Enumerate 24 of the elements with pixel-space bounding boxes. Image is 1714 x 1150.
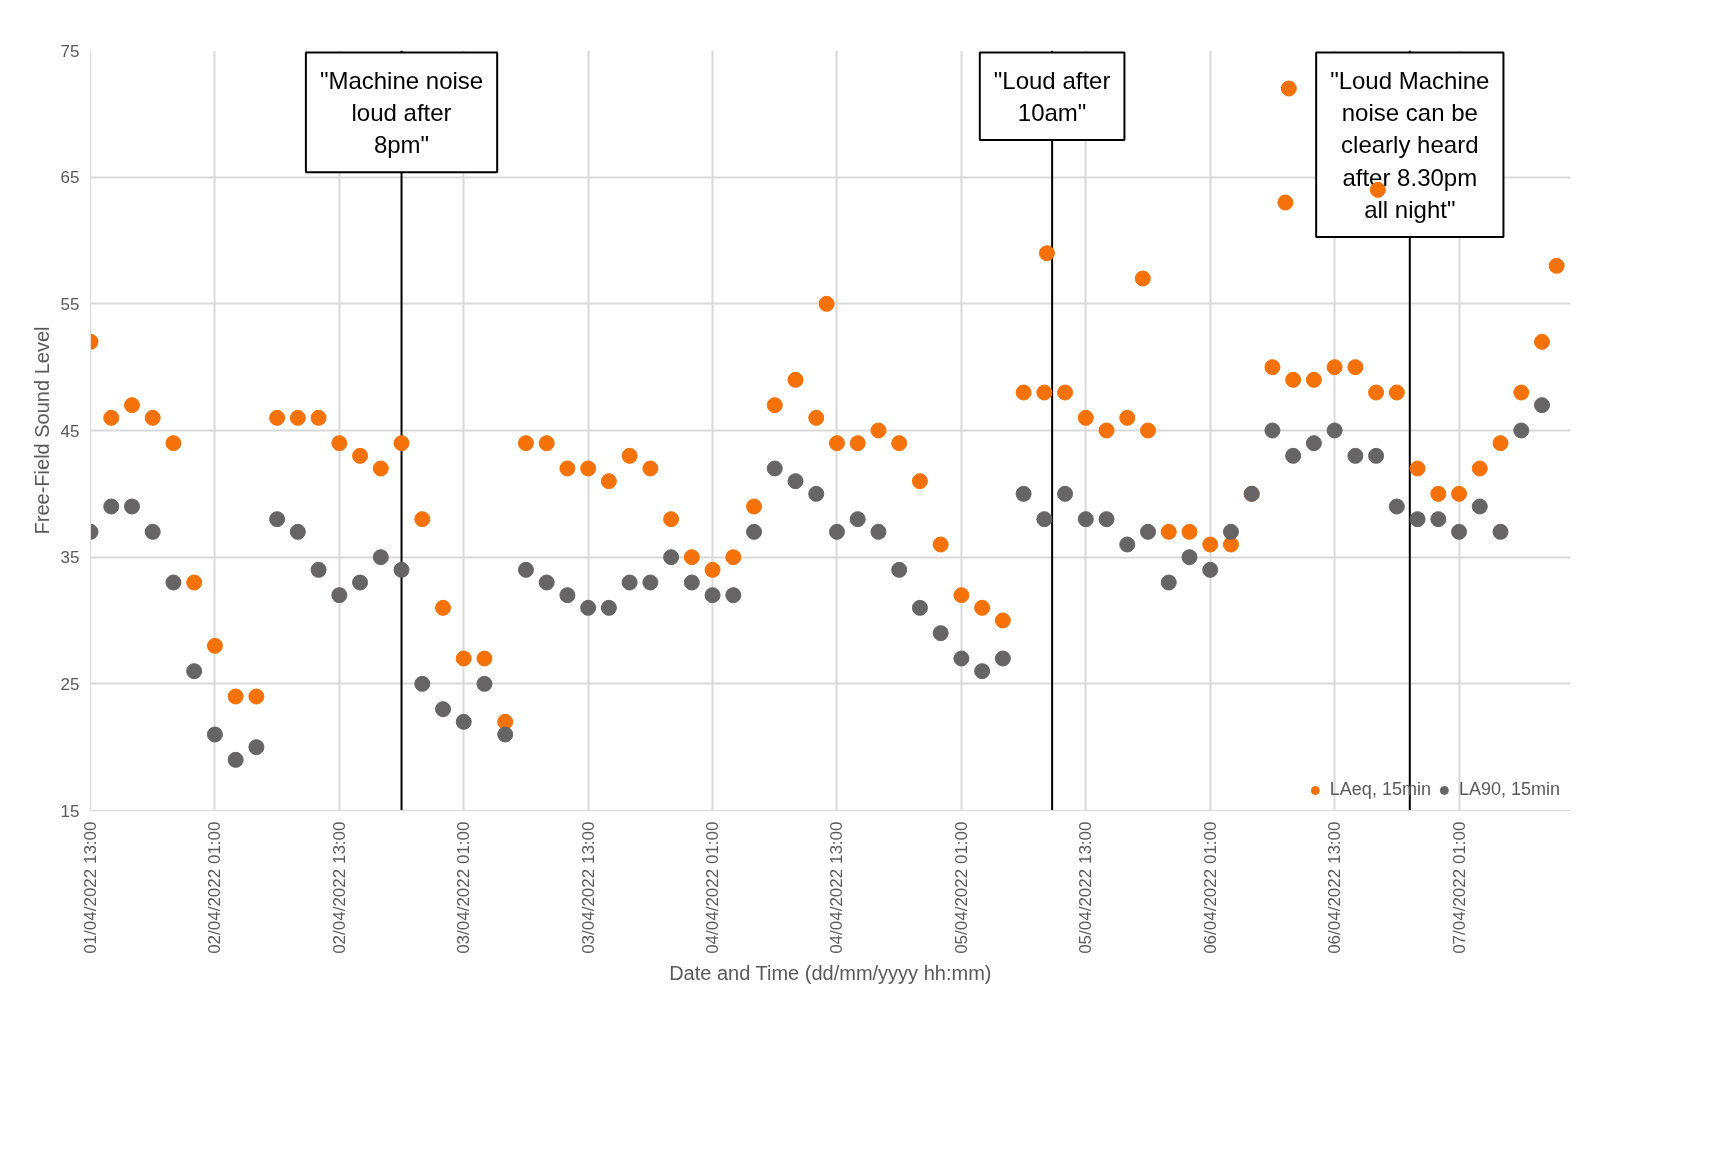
y-tick-label: 55 <box>60 294 80 314</box>
y-tick-label: 35 <box>60 548 80 568</box>
x-tick-label: 07/04/2022 01:00 <box>1449 821 1469 954</box>
x-axis-title: Date and Time (dd/mm/yyyy hh:mm) <box>669 961 992 984</box>
ref-line-label: "Machine noise loud after 8pm" <box>319 66 484 159</box>
y-tick-label: 65 <box>60 168 80 188</box>
x-tick-label: 04/04/2022 13:00 <box>827 821 847 954</box>
x-tick-label: 06/04/2022 13:00 <box>1325 821 1345 954</box>
y-tick-label: 75 <box>60 41 80 61</box>
y-axis-title: Free-Field Sound Level <box>30 326 53 535</box>
x-tick-label: 05/04/2022 01:00 <box>951 821 971 954</box>
x-tick-label: 02/04/2022 13:00 <box>329 821 349 954</box>
ref-line-label: "Loud after 10am" <box>993 66 1111 126</box>
legend-label: LA90, 15min <box>1458 779 1560 800</box>
x-tick-label: 03/04/2022 13:00 <box>578 821 598 954</box>
x-tick-label: 02/04/2022 01:00 <box>205 821 225 954</box>
y-tick-label: 45 <box>60 421 80 441</box>
x-tick-label: 06/04/2022 01:00 <box>1200 821 1220 954</box>
y-tick-label: 15 <box>60 801 80 821</box>
x-tick-label: 03/04/2022 01:00 <box>454 821 474 954</box>
x-tick-label: 04/04/2022 01:00 <box>703 821 723 954</box>
y-tick-label: 25 <box>60 674 80 694</box>
x-tick-label: 01/04/2022 13:00 <box>81 821 100 954</box>
x-tick-label: 05/04/2022 13:00 <box>1076 821 1096 954</box>
